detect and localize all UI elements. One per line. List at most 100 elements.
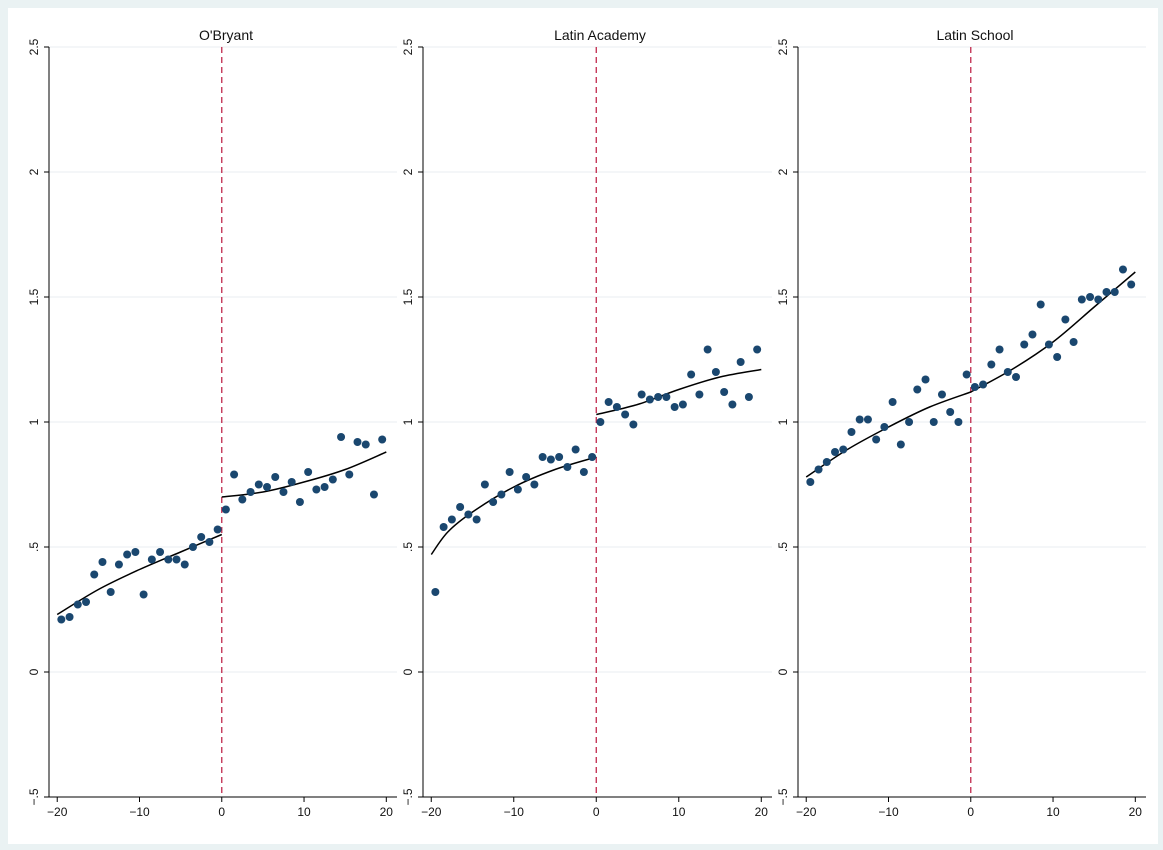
x-tick-label: 0	[593, 805, 600, 819]
data-point	[254, 480, 263, 489]
x-tick-label: 10	[672, 805, 686, 819]
data-point	[921, 375, 930, 384]
data-point	[678, 400, 687, 409]
data-point	[753, 345, 762, 354]
x-tick-label: 10	[297, 805, 311, 819]
data-point	[238, 495, 247, 504]
x-tick-label: 20	[1129, 805, 1143, 819]
data-point	[1012, 373, 1021, 381]
data-point	[946, 408, 955, 416]
data-point	[1102, 288, 1111, 296]
data-point	[880, 423, 889, 431]
data-point	[596, 418, 605, 426]
data-point	[970, 383, 979, 391]
data-point	[579, 468, 588, 476]
y-tick-label: 1	[27, 418, 41, 425]
data-point	[995, 345, 1004, 354]
data-point	[1127, 280, 1136, 289]
data-point	[847, 428, 856, 436]
data-point	[279, 488, 288, 496]
data-point	[563, 463, 572, 471]
data-point	[962, 370, 971, 379]
x-tick-label: 0	[967, 805, 974, 819]
data-point	[1036, 300, 1045, 309]
data-point	[480, 480, 489, 489]
x-tick-label: 10	[1046, 805, 1060, 819]
y-tick-label: 2.5	[27, 38, 41, 55]
y-tick-label: 2	[27, 168, 41, 175]
panel-title: Latin School	[936, 27, 1013, 43]
y-tick-label: 1.5	[776, 288, 790, 305]
data-point	[513, 485, 522, 494]
data-point	[295, 498, 304, 506]
y-tick-label: 1	[401, 418, 415, 425]
data-point	[205, 538, 214, 546]
data-point	[720, 388, 729, 396]
data-point	[361, 440, 370, 449]
x-tick-label: −20	[421, 805, 442, 819]
data-point	[888, 398, 897, 406]
data-point	[337, 433, 346, 441]
y-tick-label: .5	[27, 542, 41, 552]
data-point	[538, 453, 547, 461]
data-point	[312, 485, 321, 494]
data-point	[872, 435, 881, 444]
data-point	[839, 445, 848, 454]
data-point	[588, 453, 597, 461]
y-tick-label: 0	[27, 668, 41, 675]
data-point	[213, 525, 222, 534]
data-point	[695, 390, 704, 399]
x-tick-label: −20	[47, 805, 68, 819]
x-tick-label: 20	[755, 805, 769, 819]
data-point	[456, 503, 465, 511]
data-point	[106, 588, 115, 596]
data-point	[987, 360, 996, 369]
y-tick-label: 2	[776, 168, 790, 175]
data-point	[320, 483, 329, 491]
data-point	[147, 555, 156, 564]
data-point	[1094, 295, 1103, 304]
y-tick-label: 2	[401, 168, 415, 175]
data-point	[82, 598, 91, 606]
data-point	[1118, 265, 1127, 274]
data-point	[345, 470, 354, 479]
data-point	[1053, 353, 1062, 361]
data-point	[65, 613, 74, 621]
data-point	[188, 543, 197, 551]
data-point	[123, 550, 132, 559]
data-point	[662, 393, 671, 401]
y-tick-label: .5	[776, 542, 790, 552]
data-point	[954, 418, 963, 426]
data-point	[1020, 340, 1029, 349]
data-point	[1069, 338, 1078, 346]
data-point	[822, 458, 831, 466]
y-tick-label: −.5	[401, 788, 415, 805]
data-point	[447, 515, 456, 524]
data-point	[114, 560, 123, 569]
data-point	[156, 548, 165, 556]
x-tick-label: −10	[504, 805, 525, 819]
data-point	[1110, 288, 1119, 296]
data-point	[505, 468, 514, 476]
data-point	[744, 393, 753, 401]
data-point	[621, 410, 630, 419]
data-point	[711, 368, 720, 376]
data-point	[90, 570, 99, 579]
y-tick-label: 1.5	[27, 288, 41, 305]
x-tick-label: −10	[878, 805, 899, 819]
data-point	[139, 590, 148, 599]
data-point	[654, 393, 663, 401]
data-point	[937, 390, 946, 399]
data-point	[164, 555, 173, 564]
data-point	[863, 415, 872, 424]
x-tick-label: −20	[796, 805, 817, 819]
data-point	[571, 445, 580, 454]
data-point	[1077, 295, 1086, 304]
panel-latin-school: Latin School −.5 0 .5 1 1.5 2 2.5 −20 −10 0 10 20	[776, 27, 1146, 819]
panel-title: Latin Academy	[554, 27, 646, 43]
data-point	[172, 555, 181, 564]
data-point	[472, 515, 481, 524]
fit-line-right	[596, 368, 762, 416]
data-point	[73, 600, 82, 609]
